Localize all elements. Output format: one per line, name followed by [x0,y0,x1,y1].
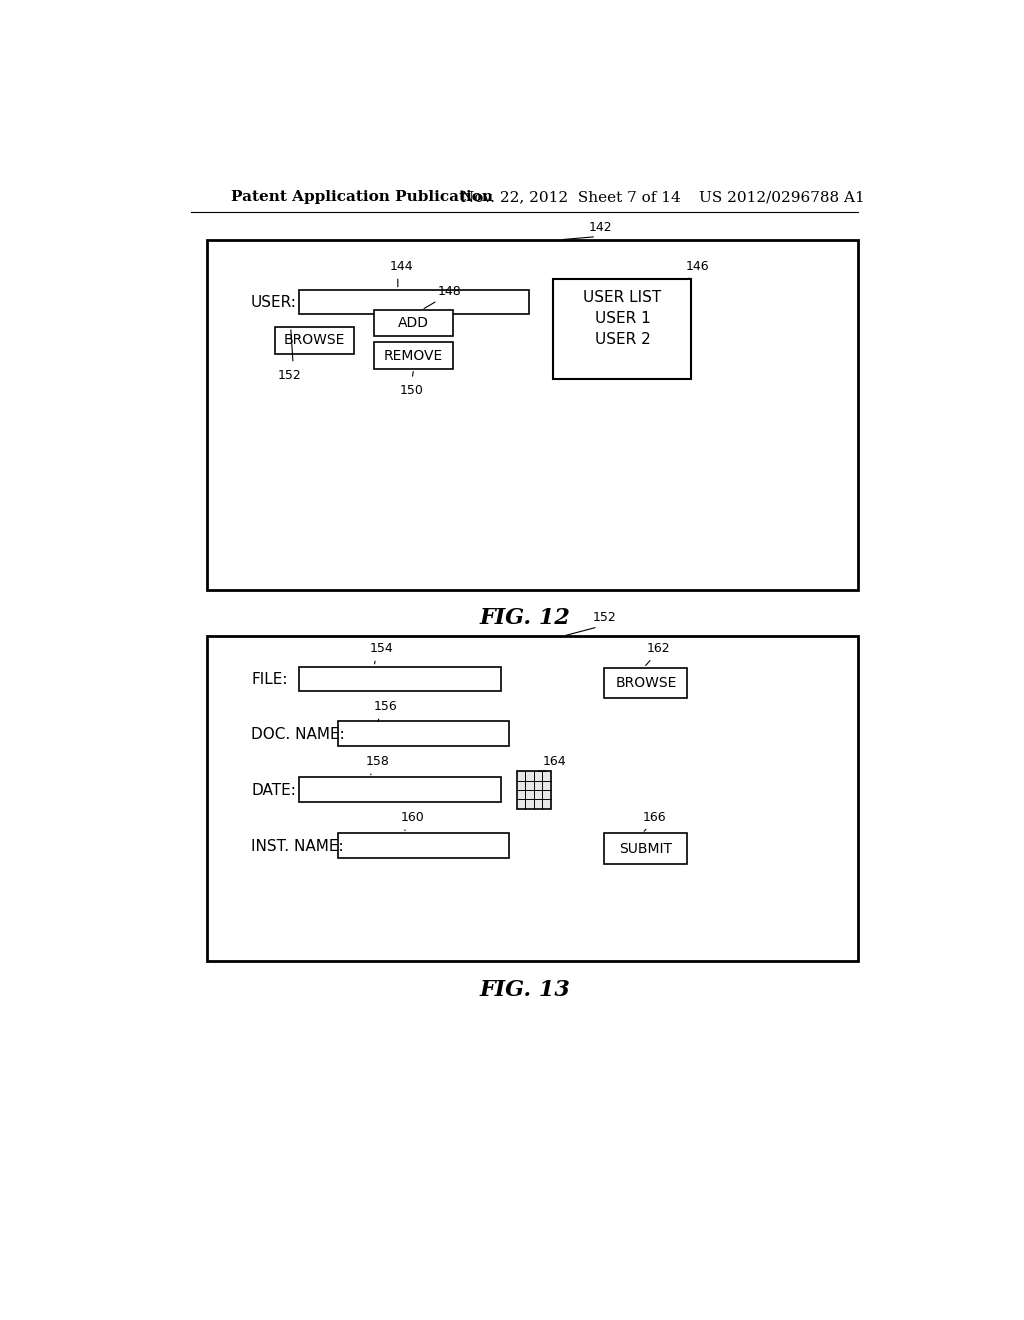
FancyBboxPatch shape [517,771,551,809]
FancyBboxPatch shape [299,289,528,314]
Text: 166: 166 [642,812,666,824]
Text: SUBMIT: SUBMIT [620,842,673,855]
FancyBboxPatch shape [604,833,687,863]
Text: Nov. 22, 2012  Sheet 7 of 14: Nov. 22, 2012 Sheet 7 of 14 [461,190,681,205]
Text: 152: 152 [592,611,616,624]
Text: INST. NAME:: INST. NAME: [251,840,344,854]
Text: 146: 146 [686,260,710,273]
Text: FILE:: FILE: [251,672,288,688]
Text: 158: 158 [366,755,390,768]
Text: US 2012/0296788 A1: US 2012/0296788 A1 [699,190,865,205]
FancyBboxPatch shape [374,310,454,337]
Text: BROWSE: BROWSE [615,676,677,690]
FancyBboxPatch shape [374,342,454,368]
Text: 142: 142 [589,220,612,234]
FancyBboxPatch shape [338,833,509,858]
Text: ADD: ADD [398,315,429,330]
Text: 144: 144 [390,260,414,273]
Text: DOC. NAME:: DOC. NAME: [251,727,345,742]
Text: BROWSE: BROWSE [284,334,345,347]
Text: 160: 160 [400,812,424,824]
Text: USER 1
USER 2: USER 1 USER 2 [595,312,650,347]
FancyBboxPatch shape [299,777,501,801]
FancyBboxPatch shape [553,280,691,379]
FancyBboxPatch shape [338,722,509,746]
FancyBboxPatch shape [299,667,501,690]
Text: 154: 154 [370,643,394,656]
Text: Patent Application Publication: Patent Application Publication [231,190,494,205]
FancyBboxPatch shape [274,327,354,354]
Text: 156: 156 [374,701,397,713]
FancyBboxPatch shape [207,636,858,961]
Text: 150: 150 [400,384,424,397]
FancyBboxPatch shape [207,240,858,590]
Text: 152: 152 [278,368,301,381]
Text: REMOVE: REMOVE [384,348,443,363]
FancyBboxPatch shape [604,668,687,698]
Text: 162: 162 [646,643,670,656]
Text: 164: 164 [543,755,566,768]
Text: FIG. 12: FIG. 12 [479,607,570,628]
Text: 148: 148 [437,285,461,297]
Text: FIG. 13: FIG. 13 [479,979,570,1001]
Text: DATE:: DATE: [251,783,296,799]
Text: USER:: USER: [251,296,297,310]
Text: USER LIST: USER LIST [583,290,662,305]
